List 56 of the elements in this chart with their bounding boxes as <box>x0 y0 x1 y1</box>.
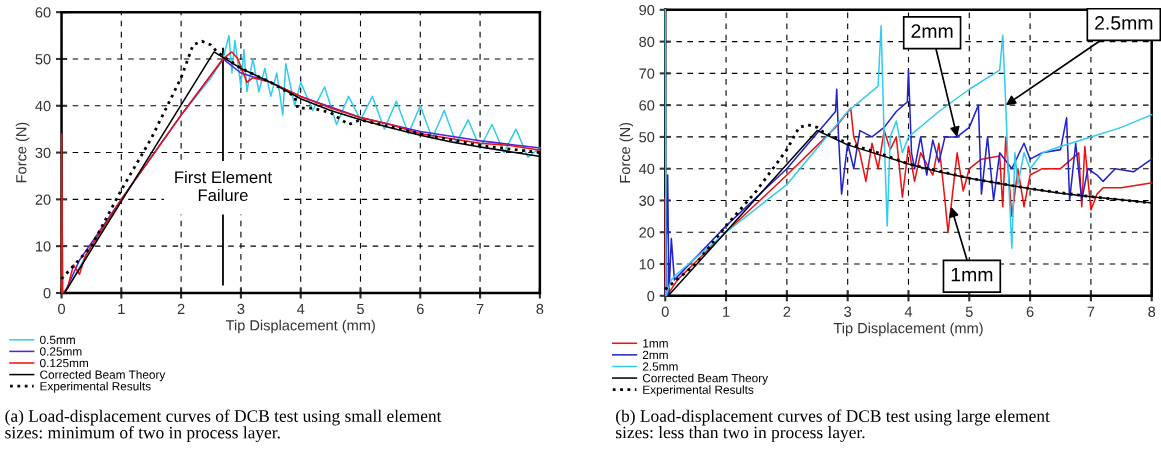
x-tick-label: 8 <box>1148 306 1156 317</box>
x-tick-label: 5 <box>357 303 364 315</box>
y-tick-label: 50 <box>639 132 655 143</box>
y-tick-label: 60 <box>35 7 51 18</box>
x-tick-label: 7 <box>1087 306 1095 317</box>
text: (a) Load-displacement curves of DCB test using small element sizes: minimum of two in process layer. <box>5 409 442 443</box>
x-tick-label: 3 <box>237 303 245 315</box>
y-tick-label: 0 <box>647 290 655 302</box>
y-tick-label: 10 <box>36 241 51 252</box>
x-tick-label: 7 <box>476 303 484 314</box>
x-tick-label: 1 <box>118 303 125 314</box>
y-tick-label: 90 <box>639 4 655 16</box>
y-tick-label: 30 <box>35 147 51 158</box>
y-tick-label: 20 <box>639 227 655 238</box>
x-tick-label: 4 <box>904 306 913 317</box>
ref-line-label: First Element Failure <box>175 170 272 202</box>
x-tick-label: 2 <box>783 306 791 317</box>
x-tick-label: 2 <box>177 303 185 314</box>
y-tick-label: 0 <box>43 288 51 299</box>
x-tick-label: 0 <box>661 306 669 317</box>
legend-label: 1mm <box>643 339 668 348</box>
x-axis-title: Tip Displacement (mm) <box>225 319 375 334</box>
legend-label: Experimental Results <box>643 385 754 397</box>
y-axis-title: Force (N) <box>619 122 634 183</box>
y-tick-label: 80 <box>639 36 655 48</box>
x-tick-label: 8 <box>536 303 544 315</box>
y-tick-label: 40 <box>638 163 655 175</box>
y-tick-label: 50 <box>35 54 51 65</box>
x-tick-label: 0 <box>58 303 66 315</box>
y-tick-label: 10 <box>639 259 655 270</box>
y-tick-label: 20 <box>35 194 51 205</box>
annotation: 2.5mm <box>1095 16 1153 30</box>
legend-label: 0.5mm <box>40 335 75 345</box>
x-tick-label: 6 <box>416 303 424 315</box>
x-axis-title: Tip Displacement (mm) <box>833 322 983 337</box>
legend-label: 2.5mm <box>642 362 678 371</box>
legend-label: Corrected Beam Theory <box>40 370 166 382</box>
x-tick-label: 4 <box>296 303 305 314</box>
y-tick-label: 60 <box>639 100 655 111</box>
legend-label: 0.125mm <box>40 358 88 368</box>
x-tick-label: 6 <box>1026 306 1034 317</box>
legend-label: 0.25mm <box>40 347 82 356</box>
y-axis-title: Force (N) <box>15 122 30 183</box>
text: (b) Load-displacement curves of DCB test using large element sizes: less than two in process layer. <box>616 409 1050 442</box>
annotation: 2mm <box>911 24 953 38</box>
x-tick-label: 1 <box>723 306 730 317</box>
legend-label: Corrected Beam Theory <box>642 373 769 385</box>
y-tick-label: 40 <box>35 100 51 112</box>
x-tick-label: 5 <box>965 306 973 317</box>
annotation: 1mm <box>951 267 993 282</box>
line-series <box>664 9 1153 297</box>
legend-label: 2mm <box>642 350 668 359</box>
y-tick-label: 30 <box>639 195 655 206</box>
x-tick-label: 3 <box>844 306 852 317</box>
y-tick-label: 70 <box>639 68 655 79</box>
legend-label: Experimental Results <box>40 381 151 393</box>
